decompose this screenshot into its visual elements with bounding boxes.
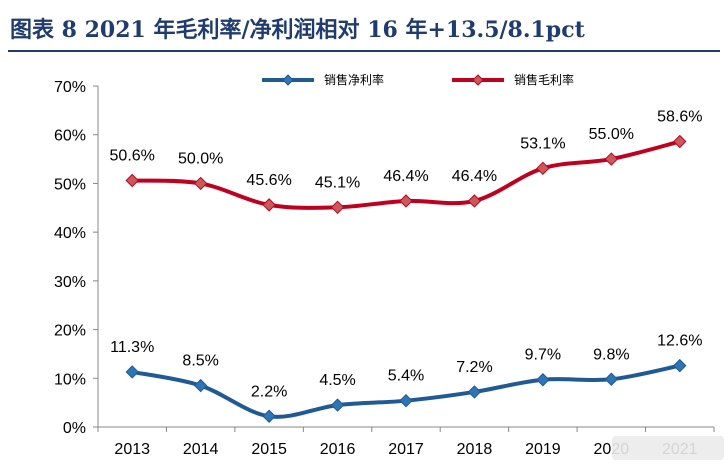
- series-0-data-label: 11.3%: [110, 339, 154, 356]
- series-0-data-label: 9.7%: [525, 347, 561, 364]
- series-1-marker: [673, 134, 687, 149]
- y-tick-label: 20%: [54, 323, 86, 340]
- series-1-marker: [125, 173, 139, 188]
- series-1-marker: [604, 152, 619, 166]
- series-0-marker: [673, 358, 687, 373]
- series-1-data-label: 45.1%: [315, 174, 360, 191]
- series-1-marker: [399, 194, 413, 208]
- figure-title: 图表 8 2021 年毛利率/净利润相对 16 年+13.5/8.1pct: [10, 17, 585, 43]
- series-1-data-label: 53.1%: [520, 135, 565, 152]
- series-1-data-label: 45.6%: [246, 172, 291, 189]
- legend-label-1: 销售毛利率: [514, 72, 574, 87]
- x-tick-label: 2017: [388, 441, 424, 458]
- chart-legend: 销售净利率 销售毛利率: [262, 72, 574, 87]
- series-1-marker: [193, 176, 208, 191]
- legend-marker-1: [472, 74, 484, 86]
- series-1-data-label: 50.6%: [110, 148, 155, 165]
- series-0-marker: [330, 398, 345, 412]
- series-1-data-label: 46.4%: [383, 168, 428, 185]
- series-0-data-label: 7.2%: [456, 359, 492, 376]
- y-tick-label: 10%: [54, 371, 86, 388]
- series-0-marker: [125, 365, 139, 379]
- series-0-marker: [467, 385, 482, 399]
- x-tick-label: 2013: [114, 441, 150, 458]
- chart-data-labels: 11.3% 8.5% 2.2% 4.5% 5.4% 7.2% 9.7% 9.8% 12.6% 50…: [110, 109, 703, 401]
- series-0-marker: [536, 373, 550, 387]
- legend-marker-0: [282, 74, 294, 86]
- series-0-data-label: 4.5%: [319, 372, 355, 389]
- series-1-data-label: 50.0%: [178, 150, 223, 167]
- series-0-marker: [193, 378, 208, 393]
- series-0-data-label: 8.5%: [182, 353, 218, 370]
- y-tick-label: 70%: [54, 79, 86, 96]
- y-tick-label: 60%: [54, 128, 86, 145]
- figure-header: 图表 8 2021 年毛利率/净利润相对 16 年+13.5/8.1pct: [8, 10, 720, 52]
- series-0-data-label: 9.8%: [593, 346, 629, 363]
- y-tick-label: 50%: [54, 176, 86, 193]
- series-0-data-label: 12.6%: [657, 333, 702, 350]
- series-0-marker: [604, 372, 619, 386]
- watermark-overlay: [612, 436, 724, 460]
- y-tick-label: 0%: [63, 420, 86, 437]
- series-1-marker: [536, 161, 550, 176]
- x-tick-label: 2019: [525, 441, 561, 458]
- legend-label-0: 销售净利率: [324, 72, 384, 87]
- series-0-marker: [262, 409, 276, 423]
- series-1-marker: [467, 194, 482, 208]
- x-tick-label: 2016: [320, 441, 356, 458]
- chart-series: [125, 134, 687, 423]
- series-0-data-label: 5.4%: [388, 368, 424, 385]
- y-tick-label: 30%: [54, 274, 86, 291]
- x-tick-label: 2015: [251, 441, 287, 458]
- y-tick-label: 40%: [54, 225, 86, 242]
- series-0-marker: [399, 393, 413, 408]
- series-0-data-label: 2.2%: [251, 383, 287, 400]
- series-1-marker: [262, 198, 276, 212]
- series-1-data-label: 55.0%: [589, 126, 634, 143]
- x-tick-label: 2018: [457, 441, 493, 458]
- series-1-data-label: 58.6%: [657, 109, 702, 126]
- x-tick-label: 2014: [183, 441, 219, 458]
- series-1-marker: [330, 200, 345, 215]
- series-1-data-label: 46.4%: [452, 168, 497, 185]
